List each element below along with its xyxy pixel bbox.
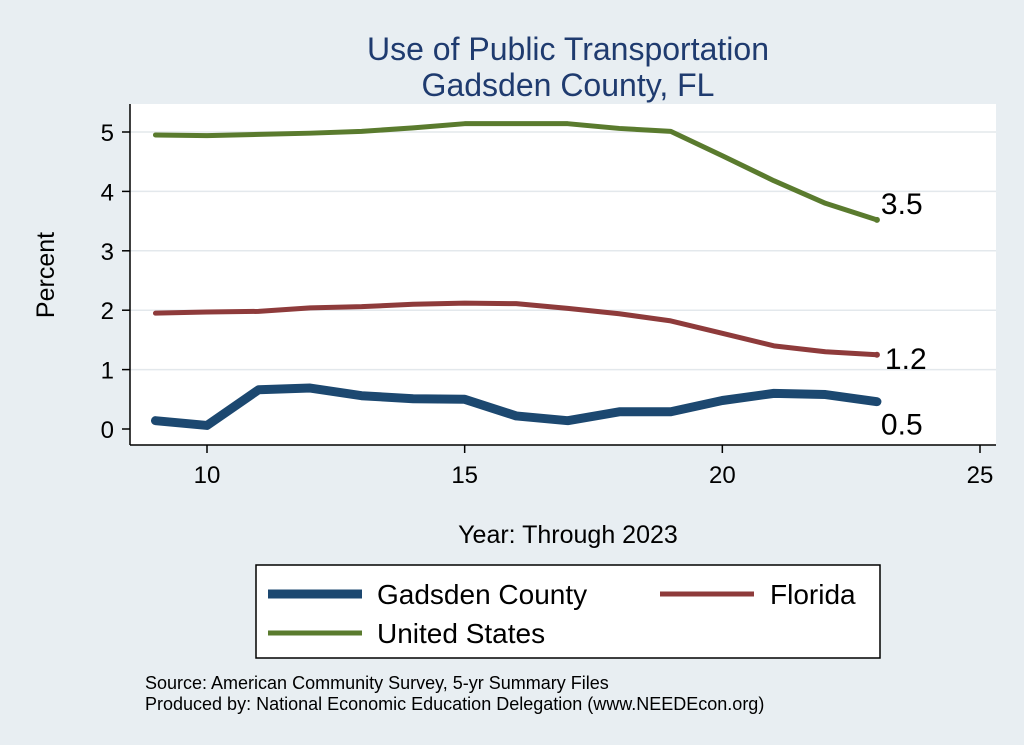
end-point-gadsden-county [873, 398, 880, 405]
end-point-united-states [873, 216, 880, 223]
chart-title-line-2: Gadsden County, FL [422, 67, 715, 103]
x-tick-labels: 10 15 20 25 [194, 462, 994, 489]
x-tick-label: 20 [709, 462, 736, 489]
chart-title-line-1: Use of Public Transportation [367, 31, 769, 67]
legend-label-united-states: United States [377, 618, 545, 649]
legend-box [255, 564, 881, 659]
series-line-florida [152, 300, 880, 358]
x-tick-label: 15 [451, 462, 478, 489]
series-lines [150, 121, 882, 430]
y-tick-label: 5 [101, 120, 114, 147]
y-tick-label: 4 [101, 179, 114, 206]
series-line-gadsden-county [150, 383, 882, 430]
legend-label-florida: Florida [770, 579, 856, 610]
y-tick-label: 0 [101, 417, 114, 444]
y-tick-labels: 0 1 2 3 4 5 [101, 120, 114, 444]
end-labels: 0.5 1.2 3.5 [881, 188, 927, 442]
y-tick-label: 1 [101, 358, 114, 385]
series-line-united-states [152, 121, 880, 223]
axes [122, 104, 996, 453]
y-tick-label: 2 [101, 298, 114, 325]
end-point-florida [873, 351, 880, 358]
y-axis-title: Percent [32, 232, 60, 318]
end-label-united-states: 3.5 [881, 188, 923, 221]
end-label-florida: 1.2 [885, 343, 927, 376]
source-note: Source: American Community Survey, 5-yr … [145, 673, 609, 693]
end-label-gadsden-county: 0.5 [881, 409, 923, 442]
x-axis-title: Year: Through 2023 [458, 521, 678, 549]
x-tick-label: 10 [194, 462, 221, 489]
y-tick-label: 3 [101, 239, 114, 266]
legend-label-gadsden-county: Gadsden County [377, 579, 587, 610]
producer-note: Produced by: National Economic Education… [145, 694, 764, 714]
x-tick-label: 25 [967, 462, 994, 489]
legend: Gadsden County Florida United States [255, 564, 881, 659]
